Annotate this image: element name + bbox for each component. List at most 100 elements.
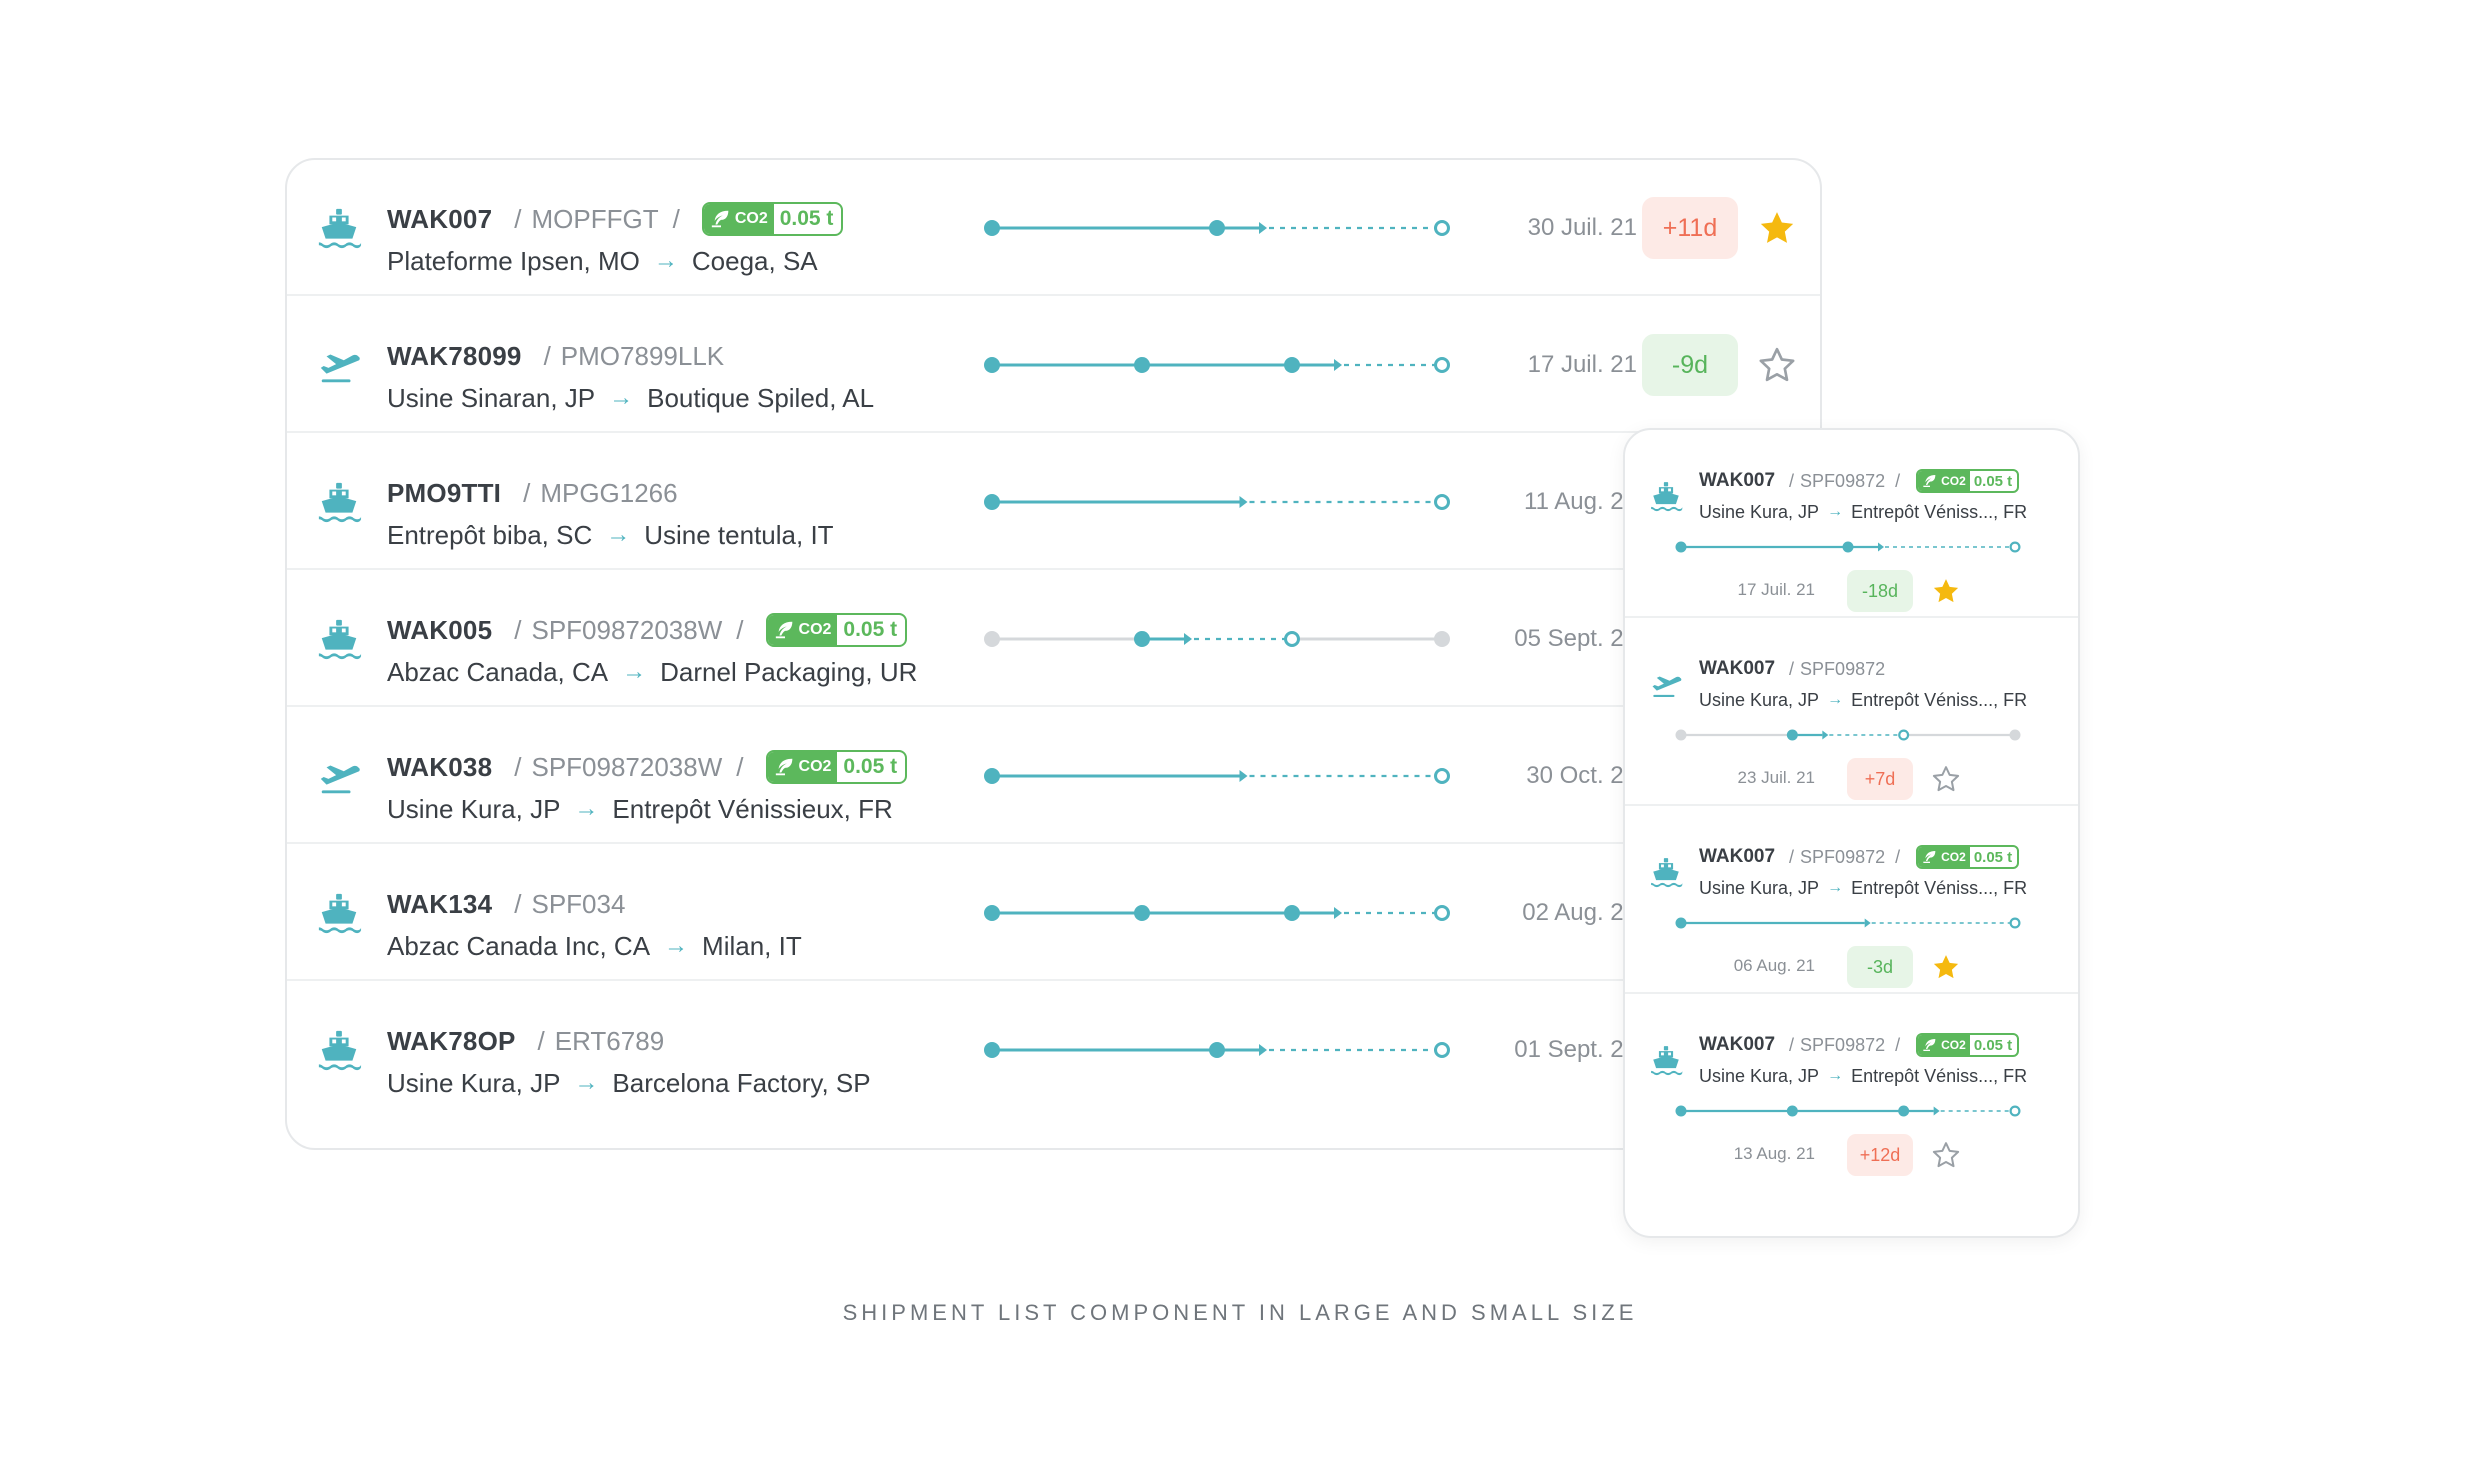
track-stop [1675, 917, 1687, 929]
shipment-reference[interactable]: WAK038 [387, 751, 493, 782]
origin-location: Usine Sinaran, JP [387, 382, 596, 413]
leaf-icon [1922, 473, 1941, 489]
co2-badge: CO2 0.05 t [765, 750, 908, 784]
origin-location: Abzac Canada Inc, CA [387, 930, 651, 961]
shipment-identifiers: WAK007 /SPF09872 [1699, 656, 1885, 682]
eta-date: 17 Juil. 21 [1527, 351, 1637, 378]
shipment-row[interactable]: WAK78OP / ERT6789 Usine Kura, JP → Barcelona … [287, 982, 1820, 1118]
shipment-reference[interactable]: WAK007 [1699, 1034, 1776, 1055]
separator: / [1895, 1034, 1901, 1055]
shipment-route: Usine Sinaran, JP → Boutique Spiled, AL [387, 381, 874, 415]
separator: / [1895, 470, 1901, 491]
separator: / [1789, 470, 1795, 491]
shipment-row[interactable]: WAK007/SPF09872/CO2 0.05 t Usine Kura, JP →… [1625, 806, 2078, 994]
delay-badge: -18d [1847, 570, 1913, 612]
shipment-reference[interactable]: WAK007 [1699, 658, 1776, 679]
co2-badge: CO2 0.05 t [1916, 845, 2020, 869]
shipment-route: Abzac Canada Inc, CA → Milan, IT [387, 929, 802, 963]
progress-track-graphic [1675, 729, 2021, 741]
shipment-row[interactable]: PMO9TTI / MPGG1266 Entrepôt biba, SC → Usine … [287, 434, 1820, 570]
progress-track [982, 484, 1452, 520]
progress-track-graphic [984, 1042, 1450, 1058]
destination-location: Entrepôt Vénissieux, FR [612, 793, 893, 824]
leaf-icon [774, 619, 799, 641]
ship-icon [1649, 856, 1683, 890]
progress-track [982, 1032, 1452, 1068]
shipment-code: SPF09872038W [531, 751, 723, 782]
arrow-right-icon: → [664, 932, 689, 959]
progress-track-graphic [1675, 541, 2021, 553]
star-filled-icon[interactable] [1931, 576, 1961, 606]
track-stop [984, 494, 1000, 510]
track-progress-arrow [1184, 633, 1192, 645]
arrow-right-icon: → [622, 658, 647, 685]
leaf-icon [774, 756, 799, 778]
co2-label-text: CO2 [1941, 474, 1966, 488]
star-filled-icon[interactable] [1757, 208, 1797, 248]
star-outline-icon[interactable] [1931, 1140, 1961, 1170]
star-outline-icon[interactable] [1757, 345, 1797, 385]
eta-date: 30 Oct. 21 [1526, 762, 1637, 789]
shipment-code: SPF09872 [1800, 470, 1886, 491]
co2-label-text: CO2 [798, 621, 832, 638]
shipment-route: Usine Kura, JP → Entrepôt Véniss..., FR [1699, 876, 2027, 900]
track-stop [1284, 631, 1300, 647]
leaf-icon [1922, 849, 1941, 865]
shipment-reference[interactable]: WAK005 [387, 614, 493, 645]
co2-badge: CO2 0.05 t [1916, 1033, 2020, 1057]
track-stop [1434, 905, 1450, 921]
shipment-row[interactable]: WAK007/SPF09872/CO2 0.05 t Usine Kura, JP →… [1625, 430, 2078, 618]
track-stop [1675, 1105, 1687, 1117]
shipment-identifiers: WAK038 / SPF09872038W / CO2 0.05 t [387, 748, 908, 786]
delay-badge: +12d [1847, 1134, 1913, 1176]
shipment-reference[interactable]: WAK78099 [387, 340, 522, 371]
shipment-list-small: WAK007/SPF09872/CO2 0.05 t Usine Kura, JP →… [1623, 428, 2080, 1238]
arrow-right-icon: → [606, 521, 631, 548]
track-stop [984, 357, 1000, 373]
track-stop [1209, 220, 1225, 236]
shipment-code: MPGG1266 [540, 477, 678, 508]
shipment-identifiers: WAK78099 / PMO7899LLK [387, 337, 724, 375]
shipment-row[interactable]: WAK134 / SPF034 Abzac Canada Inc, CA → Milan,… [287, 845, 1820, 981]
destination-location: Milan, IT [702, 930, 802, 961]
shipment-row[interactable]: WAK038 / SPF09872038W / CO2 0.05 t Usine Kura,… [287, 708, 1820, 844]
shipment-route: Usine Kura, JP → Entrepôt Véniss..., FR [1699, 688, 2027, 712]
shipment-reference[interactable]: PMO9TTI [387, 477, 502, 508]
eta-date: 05 Sept. 21 [1514, 625, 1637, 652]
arrow-right-icon: → [1827, 503, 1844, 520]
star-outline-icon[interactable] [1931, 764, 1961, 794]
shipment-route: Entrepôt biba, SC → Usine tentula, IT [387, 518, 834, 552]
shipment-identifiers: WAK78OP / ERT6789 [387, 1022, 664, 1060]
shipment-row[interactable]: WAK005 / SPF09872038W / CO2 0.05 t Abzac Canad… [287, 571, 1820, 707]
shipment-row[interactable]: WAK78099 / PMO7899LLK Usine Sinaran, JP → Bou… [287, 297, 1820, 433]
track-stop [984, 220, 1000, 236]
shipment-reference[interactable]: WAK007 [387, 203, 493, 234]
track-progress-arrow [1822, 730, 1829, 740]
shipment-code: MOPFFGT [531, 203, 659, 234]
delay-badge: -9d [1642, 334, 1738, 396]
shipment-row[interactable]: WAK007/SPF09872/CO2 0.05 t Usine Kura, JP →… [1625, 994, 2078, 1182]
shipment-reference[interactable]: WAK78OP [387, 1025, 516, 1056]
progress-track-graphic [1675, 1105, 2021, 1117]
eta-date: 02 Aug. 21 [1522, 899, 1637, 926]
separator: / [514, 751, 522, 782]
shipment-route: Usine Kura, JP → Entrepôt Vénissieux, FR [387, 792, 893, 826]
destination-location: Entrepôt Véniss..., FR [1851, 501, 2028, 522]
progress-track [982, 758, 1452, 794]
shipment-reference[interactable]: WAK134 [387, 888, 493, 919]
shipment-route: Abzac Canada, CA → Darnel Packaging, UR [387, 655, 917, 689]
shipment-row[interactable]: WAK007 / MOPFFGT / CO2 0.05 t Plateforme Ipsen… [287, 160, 1820, 296]
shipment-list-large: WAK007 / MOPFFGT / CO2 0.05 t Plateforme Ipsen… [285, 158, 1822, 1150]
destination-location: Barcelona Factory, SP [612, 1067, 871, 1098]
track-progress-arrow [1334, 359, 1342, 371]
shipment-row[interactable]: WAK007 /SPF09872 Usine Kura, JP → Entrepôt V… [1625, 618, 2078, 806]
shipment-reference[interactable]: WAK007 [1699, 470, 1776, 491]
progress-track [1675, 1100, 2021, 1122]
track-stop [1898, 729, 1910, 741]
track-progress-arrow [1259, 222, 1267, 234]
shipment-reference[interactable]: WAK007 [1699, 846, 1776, 867]
co2-label-text: CO2 [734, 210, 768, 227]
plane-icon [316, 343, 362, 389]
progress-track-graphic [984, 768, 1450, 784]
star-filled-icon[interactable] [1931, 952, 1961, 982]
